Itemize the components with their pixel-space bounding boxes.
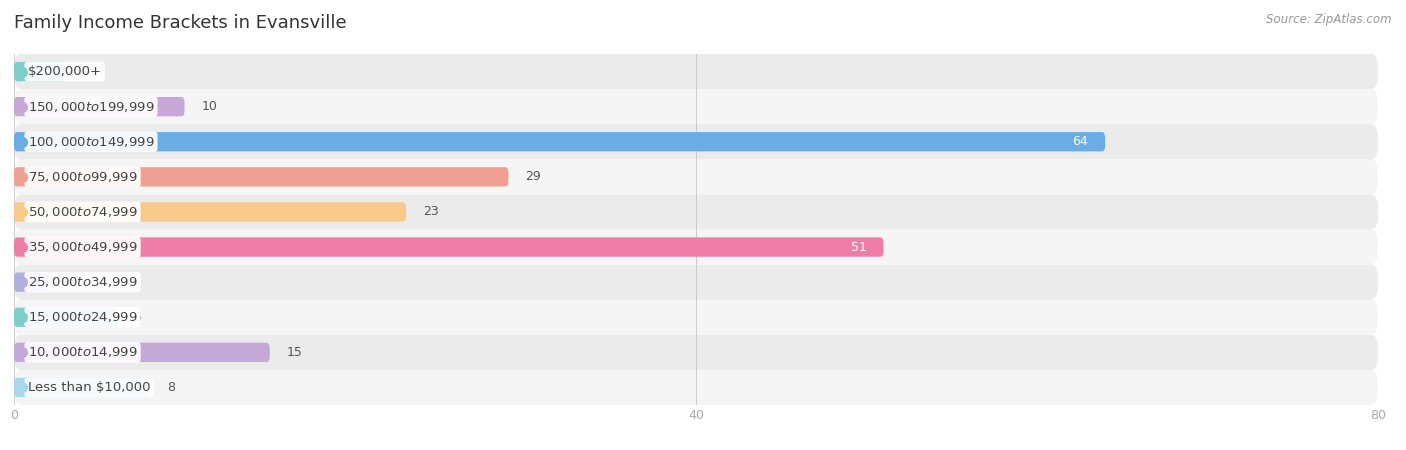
Text: Family Income Brackets in Evansville: Family Income Brackets in Evansville	[14, 14, 347, 32]
Text: $75,000 to $99,999: $75,000 to $99,999	[28, 170, 138, 184]
FancyBboxPatch shape	[14, 265, 1378, 300]
FancyBboxPatch shape	[14, 335, 1378, 370]
Text: $35,000 to $49,999: $35,000 to $49,999	[28, 240, 138, 254]
Text: $15,000 to $24,999: $15,000 to $24,999	[28, 310, 138, 324]
Text: 29: 29	[526, 171, 541, 183]
FancyBboxPatch shape	[14, 202, 406, 221]
FancyBboxPatch shape	[14, 308, 117, 327]
FancyBboxPatch shape	[14, 97, 184, 116]
Text: $150,000 to $199,999: $150,000 to $199,999	[28, 99, 155, 114]
FancyBboxPatch shape	[14, 238, 883, 256]
FancyBboxPatch shape	[14, 159, 1378, 194]
FancyBboxPatch shape	[14, 194, 1378, 230]
Text: $200,000+: $200,000+	[28, 65, 101, 78]
Text: 2: 2	[65, 276, 73, 288]
Text: 23: 23	[423, 206, 439, 218]
Text: 10: 10	[201, 100, 218, 113]
FancyBboxPatch shape	[14, 62, 65, 81]
Text: Source: ZipAtlas.com: Source: ZipAtlas.com	[1267, 14, 1392, 27]
Text: 3: 3	[82, 65, 90, 78]
Text: 64: 64	[1073, 135, 1088, 148]
FancyBboxPatch shape	[14, 370, 1378, 405]
FancyBboxPatch shape	[14, 230, 1378, 265]
FancyBboxPatch shape	[14, 378, 150, 397]
FancyBboxPatch shape	[14, 167, 509, 186]
FancyBboxPatch shape	[14, 273, 48, 292]
FancyBboxPatch shape	[14, 343, 270, 362]
Text: $50,000 to $74,999: $50,000 to $74,999	[28, 205, 138, 219]
FancyBboxPatch shape	[14, 132, 1105, 151]
Text: 51: 51	[851, 241, 866, 253]
FancyBboxPatch shape	[14, 300, 1378, 335]
FancyBboxPatch shape	[14, 54, 1378, 89]
Text: 6: 6	[134, 311, 141, 324]
Text: 15: 15	[287, 346, 302, 359]
Text: Less than $10,000: Less than $10,000	[28, 381, 150, 394]
Text: $25,000 to $34,999: $25,000 to $34,999	[28, 275, 138, 289]
Text: 8: 8	[167, 381, 176, 394]
Text: $10,000 to $14,999: $10,000 to $14,999	[28, 345, 138, 360]
Text: $100,000 to $149,999: $100,000 to $149,999	[28, 135, 155, 149]
FancyBboxPatch shape	[14, 124, 1378, 159]
FancyBboxPatch shape	[14, 89, 1378, 124]
